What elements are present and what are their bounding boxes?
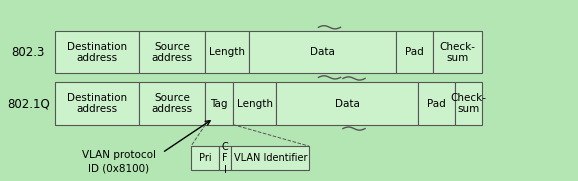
Bar xyxy=(218,146,231,171)
Bar xyxy=(55,82,139,125)
Bar xyxy=(55,31,139,73)
Text: VLAN Identifier: VLAN Identifier xyxy=(234,153,307,163)
Bar xyxy=(276,82,417,125)
Text: Pad: Pad xyxy=(405,47,424,57)
Bar xyxy=(433,31,482,73)
Bar xyxy=(191,146,218,171)
Text: Data: Data xyxy=(310,47,335,57)
Text: Length: Length xyxy=(237,98,273,109)
Text: Check-
sum: Check- sum xyxy=(440,41,476,63)
Bar xyxy=(455,82,482,125)
Text: Data: Data xyxy=(335,98,360,109)
Bar xyxy=(139,31,205,73)
Bar xyxy=(396,31,433,73)
Text: Pad: Pad xyxy=(427,98,446,109)
Text: Tag: Tag xyxy=(210,98,228,109)
Text: Destination
address: Destination address xyxy=(67,93,127,114)
Text: Destination
address: Destination address xyxy=(67,41,127,63)
Text: Source
address: Source address xyxy=(151,93,193,114)
Bar xyxy=(139,82,205,125)
Bar xyxy=(249,31,396,73)
Bar xyxy=(233,82,276,125)
Text: 802.3: 802.3 xyxy=(12,46,45,59)
Text: C
F
I: C F I xyxy=(221,142,228,175)
Bar xyxy=(417,82,455,125)
Text: 802.1Q: 802.1Q xyxy=(7,97,50,110)
Bar xyxy=(205,82,233,125)
Text: VLAN protocol
ID (0x8100): VLAN protocol ID (0x8100) xyxy=(82,150,156,173)
Bar xyxy=(231,146,309,171)
Text: Source
address: Source address xyxy=(151,41,193,63)
Text: Length: Length xyxy=(209,47,245,57)
Bar xyxy=(205,31,249,73)
Text: Pri: Pri xyxy=(198,153,211,163)
Text: Check-
sum: Check- sum xyxy=(451,93,487,114)
